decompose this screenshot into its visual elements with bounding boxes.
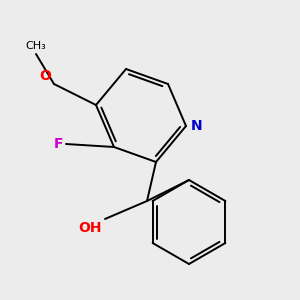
- Text: N: N: [190, 119, 202, 133]
- Text: CH₃: CH₃: [26, 41, 46, 51]
- Text: OH: OH: [79, 220, 102, 235]
- Text: O: O: [40, 68, 52, 83]
- Text: F: F: [53, 137, 63, 151]
